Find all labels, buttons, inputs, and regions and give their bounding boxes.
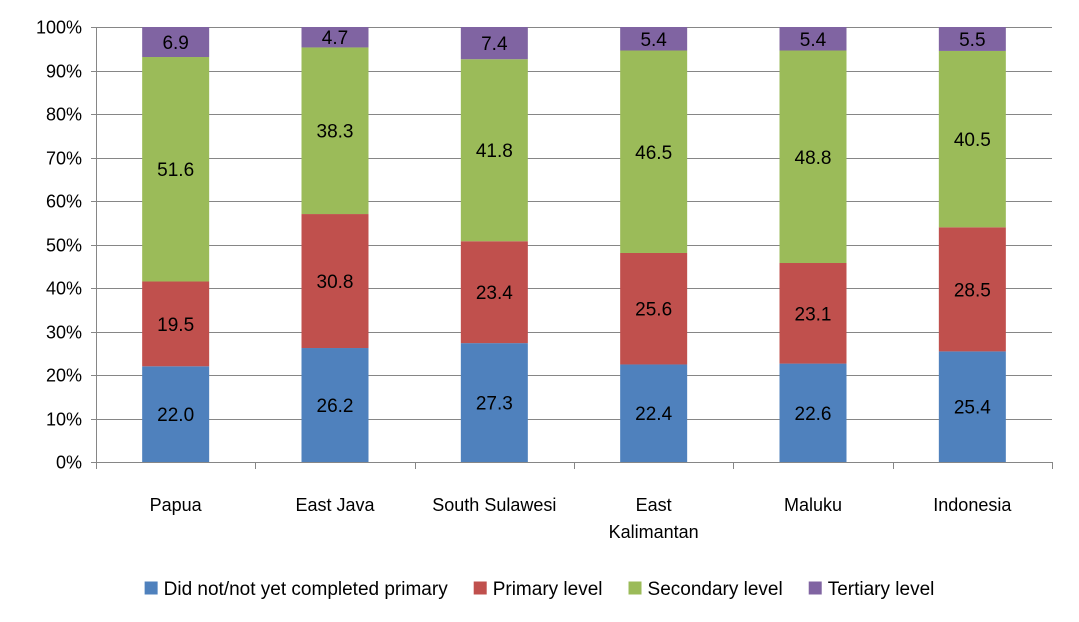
legend-swatch: [628, 581, 642, 595]
bar-segment: [620, 252, 688, 365]
legend-label: Secondary level: [648, 579, 783, 600]
bar-segment: [460, 59, 528, 242]
bar-segment: [142, 366, 210, 462]
bar-segment: [938, 27, 1006, 51]
bar-segment: [142, 57, 210, 282]
bar-segment: [779, 263, 847, 364]
legend-label: Tertiary level: [828, 579, 935, 600]
bar-segment: [779, 363, 847, 462]
data-label: 28.5: [954, 280, 991, 301]
data-label: 25.6: [635, 300, 672, 321]
data-label: 22.0: [157, 405, 194, 426]
axes: 0% 10% 20% 30% 40% 50% 60% 70% 80% 90% 100% Papua Ea…: [36, 18, 1053, 542]
y-tick-label: 100%: [36, 18, 82, 38]
legend-swatch: [808, 581, 822, 595]
data-label: 23.4: [476, 283, 513, 304]
legend-item: Tertiary level: [808, 579, 935, 600]
bar-segment: [620, 27, 688, 51]
x-tick-label: Indonesia: [933, 495, 1012, 515]
x-tick-label: Maluku: [784, 495, 842, 515]
bar-segment: [938, 351, 1006, 462]
legend-swatch: [473, 581, 487, 595]
data-label: 51.6: [157, 160, 194, 181]
legend-item: Did not/not yet completed primary: [144, 579, 449, 600]
bar-segment: [779, 50, 847, 264]
data-label: 5.4: [640, 30, 667, 51]
bar-segment: [620, 364, 688, 462]
bar-segment: [301, 27, 369, 48]
x-tick-label: East Java: [295, 495, 375, 515]
data-label: 40.5: [954, 130, 991, 151]
data-label: 19.5: [157, 315, 194, 336]
data-label: 46.5: [635, 143, 672, 164]
y-tick-label: 50%: [46, 236, 82, 256]
y-tick-label: 40%: [46, 279, 82, 299]
legend-item: Secondary level: [628, 579, 783, 600]
data-label: 38.3: [317, 122, 354, 143]
data-label: 22.6: [795, 404, 832, 425]
data-label: 7.4: [481, 34, 508, 55]
y-tick-label: 70%: [46, 149, 82, 169]
legend-swatch: [144, 581, 158, 595]
gridlines: [96, 27, 1052, 420]
x-tick-label: Kalimantan: [609, 522, 699, 542]
y-tick-label: 60%: [46, 192, 82, 212]
data-labels: 22.0 19.5 51.6 6.9 26.2 30.8 38.3 4.7 27.3 23.4 41…: [157, 28, 991, 426]
data-label: 48.8: [795, 148, 832, 169]
data-label: 30.8: [317, 272, 354, 293]
bars: [142, 27, 1006, 462]
bar-segment: [620, 50, 688, 253]
legend-item: Primary level: [473, 579, 603, 600]
y-tick-label: 80%: [46, 105, 82, 125]
bar-segment: [142, 27, 210, 58]
data-label: 27.3: [476, 394, 513, 415]
y-tick-label: 30%: [46, 323, 82, 343]
data-label: 22.4: [635, 404, 672, 425]
data-label: 26.2: [317, 396, 354, 417]
y-tick-label: 90%: [46, 62, 82, 82]
data-label: 5.5: [959, 30, 985, 51]
data-label: 23.1: [795, 304, 832, 325]
bar-segment: [460, 343, 528, 462]
y-tick-label: 0%: [56, 453, 82, 473]
x-tick-label: South Sulawesi: [432, 495, 556, 515]
legend-label: Did not/not yet completed primary: [164, 579, 449, 600]
y-tick-label: 20%: [46, 366, 82, 386]
legend-label: Primary level: [493, 579, 603, 600]
bar-segment: [301, 47, 369, 215]
data-label: 6.9: [162, 33, 188, 54]
bar-segment: [779, 27, 847, 51]
data-label: 41.8: [476, 141, 513, 162]
bar-segment: [142, 281, 210, 367]
bar-segment: [460, 241, 528, 344]
data-label: 5.4: [800, 30, 827, 51]
x-tick-label: East: [636, 495, 672, 515]
bar-segment: [301, 214, 369, 349]
bar-segment: [460, 27, 528, 60]
x-tick-label: Papua: [150, 495, 203, 515]
data-label: 25.4: [954, 398, 991, 419]
y-tick-label: 10%: [46, 410, 82, 430]
bar-segment: [938, 227, 1006, 352]
bar-segment: [301, 348, 369, 462]
data-label: 4.7: [322, 28, 348, 49]
bar-segment: [938, 50, 1006, 228]
legend: Did not/not yet completed primary Primary…: [144, 579, 935, 600]
